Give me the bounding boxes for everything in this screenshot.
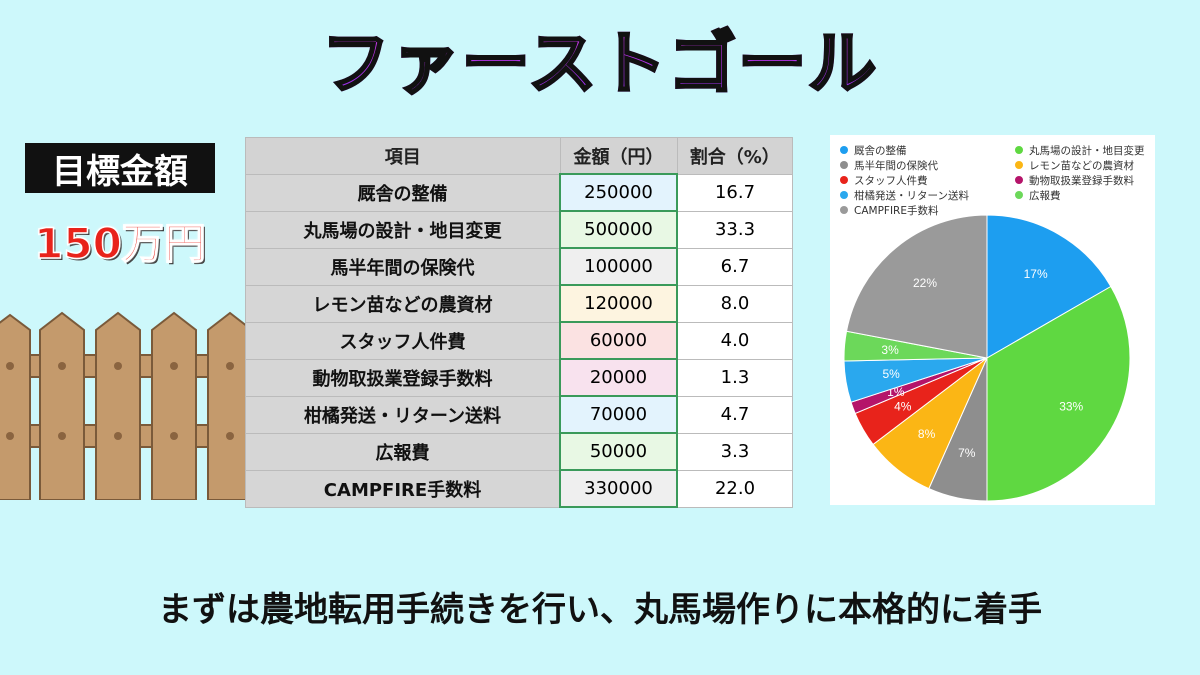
- pie-slice: [986, 285, 1131, 502]
- percent-cell: 33.3: [676, 210, 793, 249]
- legend-swatch: [840, 206, 848, 214]
- slice-label: 17%: [1024, 267, 1048, 281]
- legend-item: 動物取扱業登録手数料: [1015, 173, 1155, 188]
- amount-cell: 100000: [559, 247, 678, 286]
- percent-cell: 8.0: [676, 284, 793, 323]
- slice-label: 4%: [894, 400, 912, 414]
- legend-label: レモン苗などの農資材: [1029, 160, 1134, 172]
- item-cell: 馬半年間の保険代: [245, 247, 561, 286]
- legend-item: 馬半年間の保険代: [840, 158, 1015, 173]
- budget-table: 項目 金額（円） 割合（%） 厩舎の整備 250000 16.7 丸馬場の設計・地目変…: [245, 137, 793, 508]
- table-row: 広報費 50000 3.3: [245, 432, 793, 471]
- pie-slice: [986, 214, 1112, 359]
- legend-item: 丸馬場の設計・地目変更: [1015, 143, 1155, 158]
- legend-item: スタッフ人件費: [840, 173, 1015, 188]
- legend-swatch: [840, 146, 848, 154]
- table-row: 柑橘発送・リターン送料 70000 4.7: [245, 395, 793, 434]
- legend-label: 丸馬場の設計・地目変更: [1029, 145, 1145, 157]
- legend-swatch: [1015, 146, 1023, 154]
- amount-cell: 330000: [559, 469, 678, 508]
- slice-label: 7%: [958, 446, 976, 460]
- legend-item: 厩舎の整備: [840, 143, 1015, 158]
- legend-label: スタッフ人件費: [854, 175, 928, 187]
- percent-cell: 22.0: [676, 469, 793, 508]
- legend-swatch: [840, 161, 848, 169]
- table-row: 動物取扱業登録手数料 20000 1.3: [245, 358, 793, 397]
- legend-swatch: [840, 191, 848, 199]
- legend-swatch: [1015, 161, 1023, 169]
- header-item: 項目: [245, 137, 561, 175]
- chart-legend: 厩舎の整備 丸馬場の設計・地目変更馬半年間の保険代 レモン苗などの農資材スタッフ人件…: [840, 143, 1155, 218]
- percent-cell: 16.7: [676, 173, 793, 212]
- slice-label: 5%: [882, 367, 900, 381]
- slice-label: 22%: [913, 276, 937, 290]
- amount-cell: 20000: [559, 358, 678, 397]
- amount-cell: 70000: [559, 395, 678, 434]
- legend-item: 柑橘発送・リターン送料: [840, 188, 1015, 203]
- amount-cell: 500000: [559, 210, 678, 249]
- goal-amount: 150万円: [33, 218, 206, 269]
- item-cell: 厩舎の整備: [245, 173, 561, 212]
- pie-slice: [845, 214, 988, 359]
- table-row: 馬半年間の保険代 100000 6.7: [245, 247, 793, 286]
- percent-cell: 6.7: [676, 247, 793, 286]
- bottom-caption: まずは農地転用手続きを行い、丸馬場作りに本格的に着手: [158, 590, 1042, 630]
- amount-cell: 50000: [559, 432, 678, 471]
- item-cell: 丸馬場の設計・地目変更: [245, 210, 561, 249]
- percent-cell: 4.0: [676, 321, 793, 360]
- legend-label: CAMPFIRE手数料: [854, 205, 939, 217]
- legend-label: 馬半年間の保険代: [854, 160, 938, 172]
- amount-cell: 60000: [559, 321, 678, 360]
- percent-cell: 1.3: [676, 358, 793, 397]
- table-row: レモン苗などの農資材 120000 8.0: [245, 284, 793, 323]
- header-amount: 金額（円）: [559, 137, 678, 175]
- goal-label: 目標金額: [25, 143, 215, 193]
- item-cell: CAMPFIRE手数料: [245, 469, 561, 508]
- legend-swatch: [840, 176, 848, 184]
- item-cell: 広報費: [245, 432, 561, 471]
- amount-cell: 250000: [559, 173, 678, 212]
- item-cell: 動物取扱業登録手数料: [245, 358, 561, 397]
- table-row: CAMPFIRE手数料 330000 22.0: [245, 469, 793, 508]
- item-cell: スタッフ人件費: [245, 321, 561, 360]
- slice-label: 3%: [881, 343, 899, 357]
- item-cell: レモン苗などの農資材: [245, 284, 561, 323]
- pie-chart: 17%33%7%8%4%1%5%3%22%: [843, 214, 1131, 502]
- legend-swatch: [1015, 176, 1023, 184]
- table-row: 厩舎の整備 250000 16.7: [245, 173, 793, 212]
- pie-chart-panel: 厩舎の整備 丸馬場の設計・地目変更馬半年間の保険代 レモン苗などの農資材スタッフ人件…: [830, 135, 1155, 505]
- legend-item: CAMPFIRE手数料: [840, 203, 1015, 218]
- amount-cell: 120000: [559, 284, 678, 323]
- legend-swatch: [1015, 191, 1023, 199]
- table-row: 丸馬場の設計・地目変更 500000 33.3: [245, 210, 793, 249]
- slice-label: 33%: [1059, 400, 1083, 414]
- legend-label: 柑橘発送・リターン送料: [854, 190, 969, 202]
- table-row: スタッフ人件費 60000 4.0: [245, 321, 793, 360]
- header-percent: 割合（%）: [676, 137, 793, 175]
- percent-cell: 4.7: [676, 395, 793, 434]
- legend-label: 厩舎の整備: [854, 145, 907, 157]
- legend-item: 広報費: [1015, 188, 1155, 203]
- legend-item: レモン苗などの農資材: [1015, 158, 1155, 173]
- legend-label: 動物取扱業登録手数料: [1029, 175, 1134, 187]
- item-cell: 柑橘発送・リターン送料: [245, 395, 561, 434]
- percent-cell: 3.3: [676, 432, 793, 471]
- slice-label: 8%: [918, 427, 936, 441]
- fence-illustration: [0, 311, 250, 500]
- legend-label: 広報費: [1029, 190, 1061, 202]
- page-title: ファーストゴール: [0, 8, 1200, 107]
